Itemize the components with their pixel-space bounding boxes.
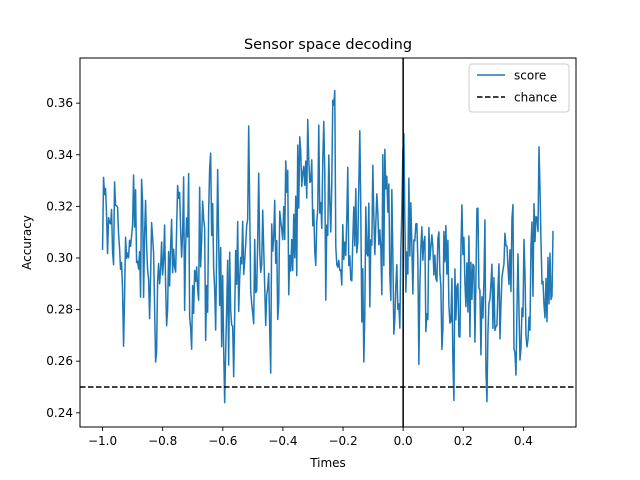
score-series-line <box>101 89 554 404</box>
x-tick-label: −1.0 <box>88 434 117 448</box>
legend-chance-label: chance <box>514 91 557 105</box>
x-axis: −1.0 −0.8 −0.6 −0.4 −0.2 0.0 0.2 0.4 <box>88 427 533 448</box>
x-tick-label: −0.6 <box>208 434 237 448</box>
legend: score chance <box>468 63 570 113</box>
y-tick-label: 0.32 <box>46 199 73 213</box>
y-tick-label: 0.36 <box>46 96 73 110</box>
legend-score-label: score <box>514 69 546 83</box>
x-tick-label: 0.4 <box>514 434 533 448</box>
x-tick-label: −0.2 <box>328 434 357 448</box>
plot-area <box>80 58 576 427</box>
x-tick-label: −0.8 <box>148 434 177 448</box>
axes-frame <box>79 57 577 428</box>
y-axis-label: Accuracy <box>20 215 34 270</box>
chart-title: Sensor space decoding <box>244 37 412 53</box>
y-tick-label: 0.34 <box>46 148 73 162</box>
y-tick-label: 0.24 <box>46 406 73 420</box>
x-tick-label: −0.4 <box>268 434 297 448</box>
x-tick-label: 0.2 <box>454 434 473 448</box>
y-tick-label: 0.28 <box>46 303 73 317</box>
y-tick-label: 0.30 <box>46 251 73 265</box>
x-axis-label: Times <box>309 456 346 470</box>
legend-box <box>468 63 570 113</box>
y-tick-label: 0.26 <box>46 354 73 368</box>
y-axis: 0.24 0.26 0.28 0.30 0.32 0.34 0.36 <box>46 96 80 420</box>
x-tick-label: 0.0 <box>394 434 413 448</box>
